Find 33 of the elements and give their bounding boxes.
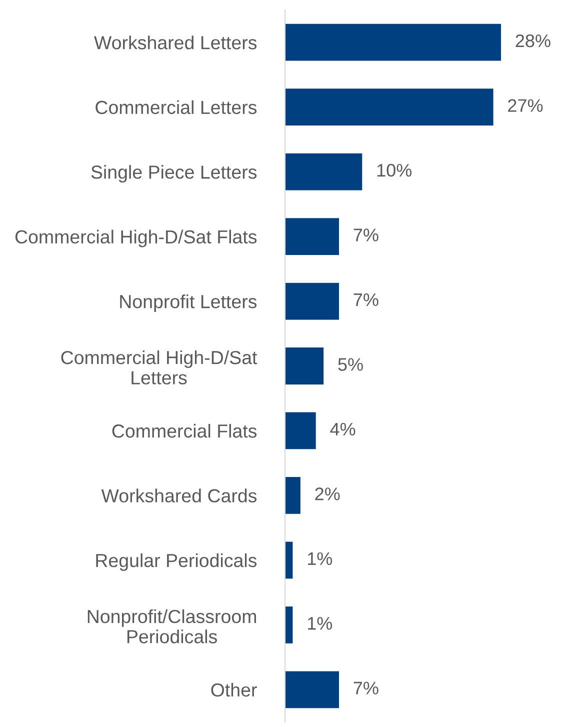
data-label: 1%	[308, 552, 332, 565]
y-tick-label: Commercial High-D/Sat Letters	[61, 350, 258, 384]
data-label: 1%	[308, 617, 332, 630]
data-label: 2%	[315, 488, 340, 500]
data-label: 7%	[354, 293, 378, 306]
bar	[285, 477, 300, 514]
bar	[285, 671, 339, 708]
data-label: 27%	[508, 99, 543, 112]
bar	[285, 88, 494, 126]
bar	[285, 412, 316, 450]
bar	[285, 542, 293, 579]
y-tick-label: Workshared Cards	[101, 488, 257, 502]
y-tick-label: Workshared Letters	[94, 36, 257, 50]
bar	[285, 153, 362, 190]
data-label: 7%	[354, 682, 378, 694]
data-label: 10%	[377, 164, 412, 177]
bar	[285, 218, 339, 255]
bar	[285, 348, 324, 384]
data-label: 5%	[338, 358, 363, 371]
data-label: 7%	[354, 228, 378, 242]
bar	[285, 282, 339, 320]
y-tick-label: Nonprofit Letters	[120, 294, 257, 312]
y-tick-label: Regular Periodicals	[96, 553, 257, 571]
y-tick-label: Nonprofit/Classroom Periodicals	[88, 609, 256, 644]
y-tick-label: Single Piece Letters	[91, 165, 257, 183]
y-tick-label: Commercial Flats	[112, 424, 257, 438]
y-tick-label: Commercial High-D/Sat Flats	[15, 230, 257, 248]
bar	[285, 606, 293, 644]
y-tick-label: Other	[211, 682, 257, 697]
data-label: 28%	[516, 34, 550, 48]
data-label: 4%	[330, 422, 356, 436]
bar	[285, 24, 501, 61]
y-tick-label: Commercial Letters	[96, 100, 257, 114]
